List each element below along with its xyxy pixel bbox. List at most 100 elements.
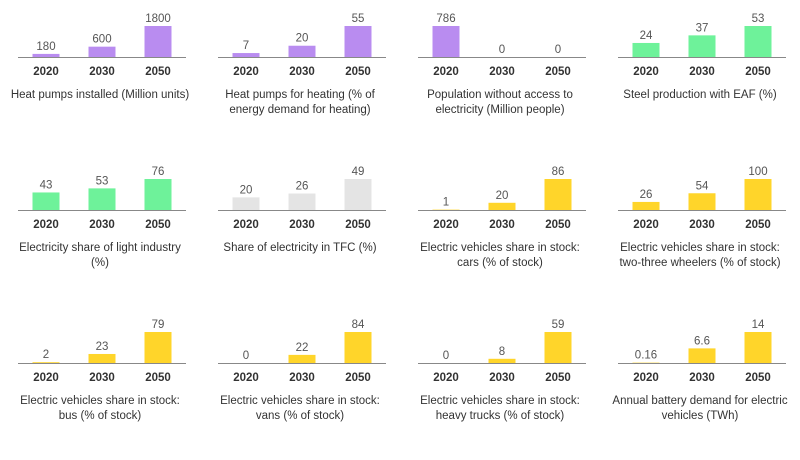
chart-panel: 786 2020 0 2030 0 2050 Population without acce… [400, 0, 600, 153]
data-label: 20 [296, 33, 309, 45]
x-tick-label: 2050 [745, 372, 771, 384]
x-tick-label: 2030 [89, 372, 115, 384]
x-tick-label: 2050 [745, 66, 771, 78]
bar [688, 348, 716, 363]
chart-title: Population without access to electricity… [427, 89, 573, 116]
x-tick-label: 2030 [289, 219, 315, 231]
chart-title: Electric vehicles share in stock: vans (… [220, 395, 380, 422]
chart-panel: 43 2020 53 2030 76 2050 Electricity share of l… [0, 153, 200, 306]
data-label: 600 [92, 34, 111, 46]
bar [288, 354, 316, 363]
bar [32, 192, 60, 210]
data-label: 59 [552, 319, 565, 331]
bar [344, 179, 372, 210]
chart-panel: 180 2020 600 2030 1800 2050 Heat pumps install… [0, 0, 200, 153]
chart-title: Steel production with EAF (%) [623, 89, 777, 101]
bar-chart: 43 2020 53 2030 76 2050 [18, 166, 186, 231]
bar [744, 26, 772, 57]
data-label: 26 [296, 181, 309, 193]
data-label: 100 [748, 166, 767, 178]
bar [632, 42, 660, 57]
x-tick-label: 2030 [689, 66, 715, 78]
bar [344, 26, 372, 57]
bar-chart: 26 2020 54 2030 100 2050 [618, 166, 786, 231]
data-label: 2 [43, 349, 49, 361]
data-label: 53 [96, 175, 109, 187]
x-tick-label: 2050 [145, 372, 171, 384]
bar [232, 53, 260, 57]
data-label: 53 [752, 13, 765, 25]
chart-panel: 2 2020 23 2030 79 2050 Electric vehicles share… [0, 306, 200, 459]
x-tick-label: 2030 [289, 66, 315, 78]
chart-title: Annual battery demand for electric vehic… [612, 395, 788, 422]
data-label: 86 [552, 166, 565, 178]
data-label: 55 [352, 13, 365, 25]
bar [288, 193, 316, 210]
x-tick-label: 2050 [145, 219, 171, 231]
chart-title: Electricity share of light industry (%) [19, 242, 181, 269]
data-label: 23 [96, 341, 109, 353]
data-label: 54 [696, 180, 709, 192]
bar [488, 202, 516, 210]
data-label: 8 [499, 346, 505, 358]
chart-title: Heat pumps installed (Million units) [10, 89, 190, 101]
x-tick-label: 2020 [33, 219, 59, 231]
bar-chart: 24 2020 37 2030 53 2050 [618, 13, 786, 78]
bar [544, 332, 572, 363]
data-label: 6.6 [694, 335, 710, 347]
chart-title: Electric vehicles share in stock: bus (%… [20, 395, 180, 422]
bar [344, 332, 372, 363]
data-label: 786 [436, 13, 455, 25]
x-tick-label: 2050 [545, 219, 571, 231]
x-tick-label: 2020 [233, 372, 259, 384]
data-label: 0 [243, 350, 249, 362]
x-tick-label: 2050 [345, 219, 371, 231]
chart-panel: 20 2020 26 2030 49 2050 Share of electricity i… [200, 153, 400, 306]
x-tick-label: 2020 [633, 219, 659, 231]
chart-title: Electric vehicles share in stock: two-th… [619, 242, 781, 269]
bar [88, 46, 116, 57]
x-tick-label: 2030 [489, 372, 515, 384]
x-tick-label: 2020 [633, 372, 659, 384]
data-label: 26 [640, 189, 653, 201]
bar [88, 188, 116, 210]
bar [32, 362, 60, 363]
bar [488, 358, 516, 363]
x-tick-label: 2030 [89, 66, 115, 78]
chart-panel: 1 2020 20 2030 86 2050 Electric vehicles share… [400, 153, 600, 306]
bar [232, 197, 260, 210]
x-tick-label: 2030 [689, 219, 715, 231]
data-label: 43 [40, 179, 53, 191]
data-label: 0 [555, 44, 561, 56]
bar-chart: 0 2020 8 2030 59 2050 [418, 319, 586, 384]
bar-chart: 0 2020 22 2030 84 2050 [218, 319, 386, 384]
data-label: 37 [696, 22, 709, 34]
x-tick-label: 2030 [489, 219, 515, 231]
bar [744, 332, 772, 363]
data-label: 1800 [145, 13, 171, 25]
x-tick-label: 2030 [489, 66, 515, 78]
data-label: 49 [352, 166, 365, 178]
chart-title: Share of electricity in TFC (%) [223, 242, 377, 254]
x-tick-label: 2030 [689, 372, 715, 384]
data-label: 1 [443, 197, 449, 209]
x-tick-label: 2030 [89, 219, 115, 231]
x-tick-label: 2020 [433, 219, 459, 231]
bar [144, 332, 172, 363]
x-tick-label: 2030 [289, 372, 315, 384]
bar [144, 179, 172, 210]
bar [632, 201, 660, 210]
x-tick-label: 2050 [345, 66, 371, 78]
x-tick-label: 2020 [433, 66, 459, 78]
chart-panel: 0 2020 8 2030 59 2050 Electric vehicles share … [400, 306, 600, 459]
data-label: 0 [443, 350, 449, 362]
bar-chart: 180 2020 600 2030 1800 2050 [18, 13, 186, 78]
bar [744, 179, 772, 210]
data-label: 180 [36, 41, 55, 53]
bar-chart: 0.16 2020 6.6 2030 14 2050 [618, 319, 786, 384]
bar [432, 26, 460, 57]
bar [688, 193, 716, 210]
